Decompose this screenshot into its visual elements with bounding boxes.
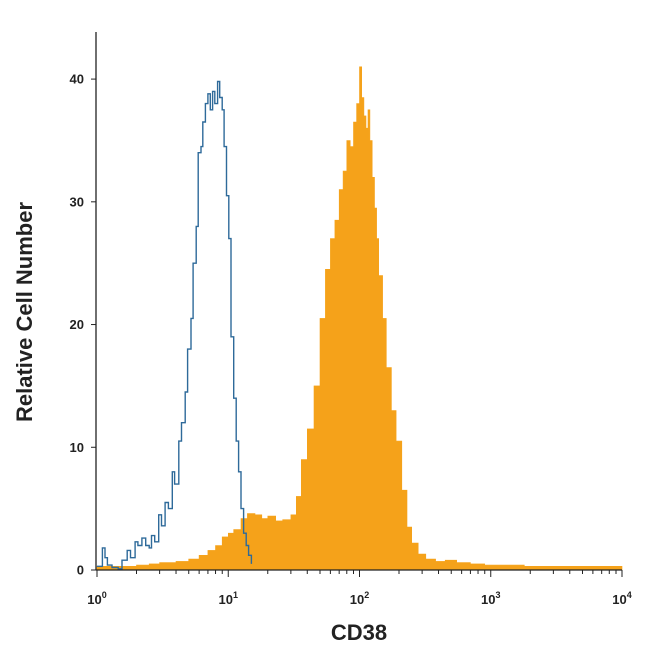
x-tick-label: 100: [87, 590, 106, 607]
y-tick-label: 40: [70, 72, 84, 87]
y-tick-label: 30: [70, 194, 84, 209]
x-tick-label: 102: [350, 590, 369, 607]
y-tick-label: 20: [70, 317, 84, 332]
x-axis-ticks: 100 101 102 103 104: [87, 570, 632, 607]
x-axis-title: CD38: [331, 620, 387, 645]
series-layer: [96, 66, 623, 571]
x-tick-label: 101: [219, 590, 238, 607]
y-axis-ticks: 0 10 20 30 40: [70, 72, 96, 578]
y-axis-title: Relative Cell Number: [12, 202, 37, 423]
x-tick-label: 103: [481, 590, 500, 607]
histogram-filled-series-1: [96, 66, 623, 571]
y-tick-label: 0: [77, 563, 84, 578]
x-tick-label: 104: [612, 590, 631, 607]
y-tick-label: 10: [70, 440, 84, 455]
histogram-outline-series-0: [97, 80, 253, 570]
